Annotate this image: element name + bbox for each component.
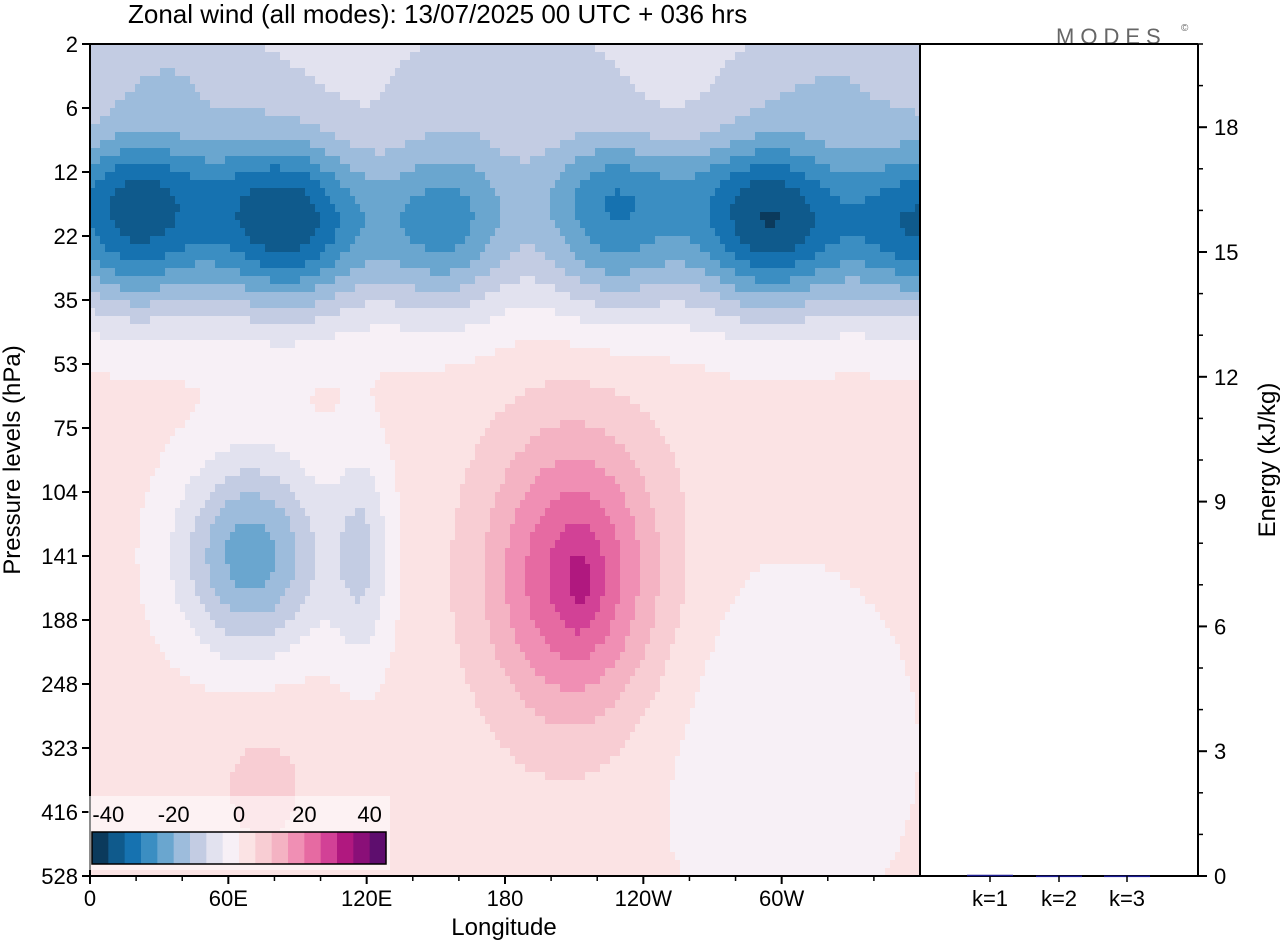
y-tick-label: 141	[41, 544, 78, 569]
wind-heatmap	[90, 44, 921, 877]
colorbar-swatch	[337, 832, 354, 864]
colorbar-swatch	[369, 832, 387, 864]
colorbar-swatch	[157, 832, 175, 864]
colorbar-swatch	[222, 832, 240, 864]
x-tick-label: 60W	[759, 886, 804, 911]
energy-tick-label: 15	[1214, 240, 1238, 265]
energy-tick-label: 9	[1214, 490, 1226, 515]
colorbar-swatch	[255, 832, 273, 864]
copyright-mark: ©	[1181, 23, 1189, 34]
y-tick-label: 323	[41, 736, 78, 761]
colorbar-swatch	[239, 832, 256, 864]
energy-category-label: k=1	[972, 886, 1008, 911]
energy-category-label: k=3	[1109, 886, 1145, 911]
colorbar-swatch	[92, 832, 109, 864]
x-tick-label: 120W	[615, 886, 673, 911]
energy-tick-label: 18	[1214, 115, 1238, 140]
colorbar-swatch	[124, 832, 142, 864]
colorbar-tick-label: -40	[92, 802, 124, 827]
energy-bar-chart: 0 3 6 9 12 15 18 k=1 k=2 k=3	[920, 43, 1238, 911]
colorbar-swatch	[108, 832, 126, 864]
colorbar-swatch	[206, 832, 224, 864]
colorbar-swatch	[304, 832, 322, 864]
y-tick-label: 2	[66, 32, 78, 57]
colorbar-tick-label: 0	[233, 802, 245, 827]
energy-tick-label: 0	[1214, 864, 1226, 889]
energy-tick-label: 6	[1214, 614, 1226, 639]
y-tick-label: 22	[54, 224, 78, 249]
y-tick-label: 188	[41, 608, 78, 633]
colorbar-swatch	[288, 832, 305, 864]
colorbar-swatch	[173, 832, 191, 864]
x-tick-label: 180	[487, 886, 524, 911]
energy-bar	[967, 874, 1013, 877]
colorbar-tick-label: 20	[292, 802, 316, 827]
colorbar-swatch	[190, 832, 207, 864]
energy-category-label: k=2	[1041, 886, 1077, 911]
colorbar-swatch	[320, 832, 338, 864]
energy-tick-label: 3	[1214, 739, 1226, 764]
colorbar-swatch	[353, 832, 371, 864]
y-tick-label: 35	[54, 288, 78, 313]
y-tick-label: 75	[54, 416, 78, 441]
x-tick-label: 0	[84, 886, 96, 911]
x-axis-label: Longitude	[451, 914, 556, 941]
modes-logo: MODES	[1056, 24, 1167, 49]
colorbar-tick-label: 40	[357, 802, 381, 827]
energy-axis-label: Energy (kJ/kg)	[1254, 383, 1280, 538]
colorbar-swatch	[141, 832, 158, 864]
x-tick-label: 120E	[341, 886, 392, 911]
y-tick-label: 248	[41, 672, 78, 697]
colorbar-tick-label: -20	[158, 802, 190, 827]
y-tick-label: 53	[54, 352, 78, 377]
chart-title: Zonal wind (all modes): 13/07/2025 00 UT…	[128, 0, 747, 29]
y-tick-label: 104	[41, 480, 78, 505]
y-tick-label: 12	[54, 160, 78, 185]
y-tick-label: 416	[41, 800, 78, 825]
colorbar-swatch	[271, 832, 289, 864]
x-tick-label: 60E	[209, 886, 248, 911]
y-tick-label: 528	[41, 864, 78, 889]
colorbar: -40 -20 0 20 40	[88, 796, 390, 870]
y-tick-label: 6	[66, 96, 78, 121]
energy-tick-label: 12	[1214, 365, 1238, 390]
y-axis-label: Pressure levels (hPa)	[0, 345, 26, 574]
